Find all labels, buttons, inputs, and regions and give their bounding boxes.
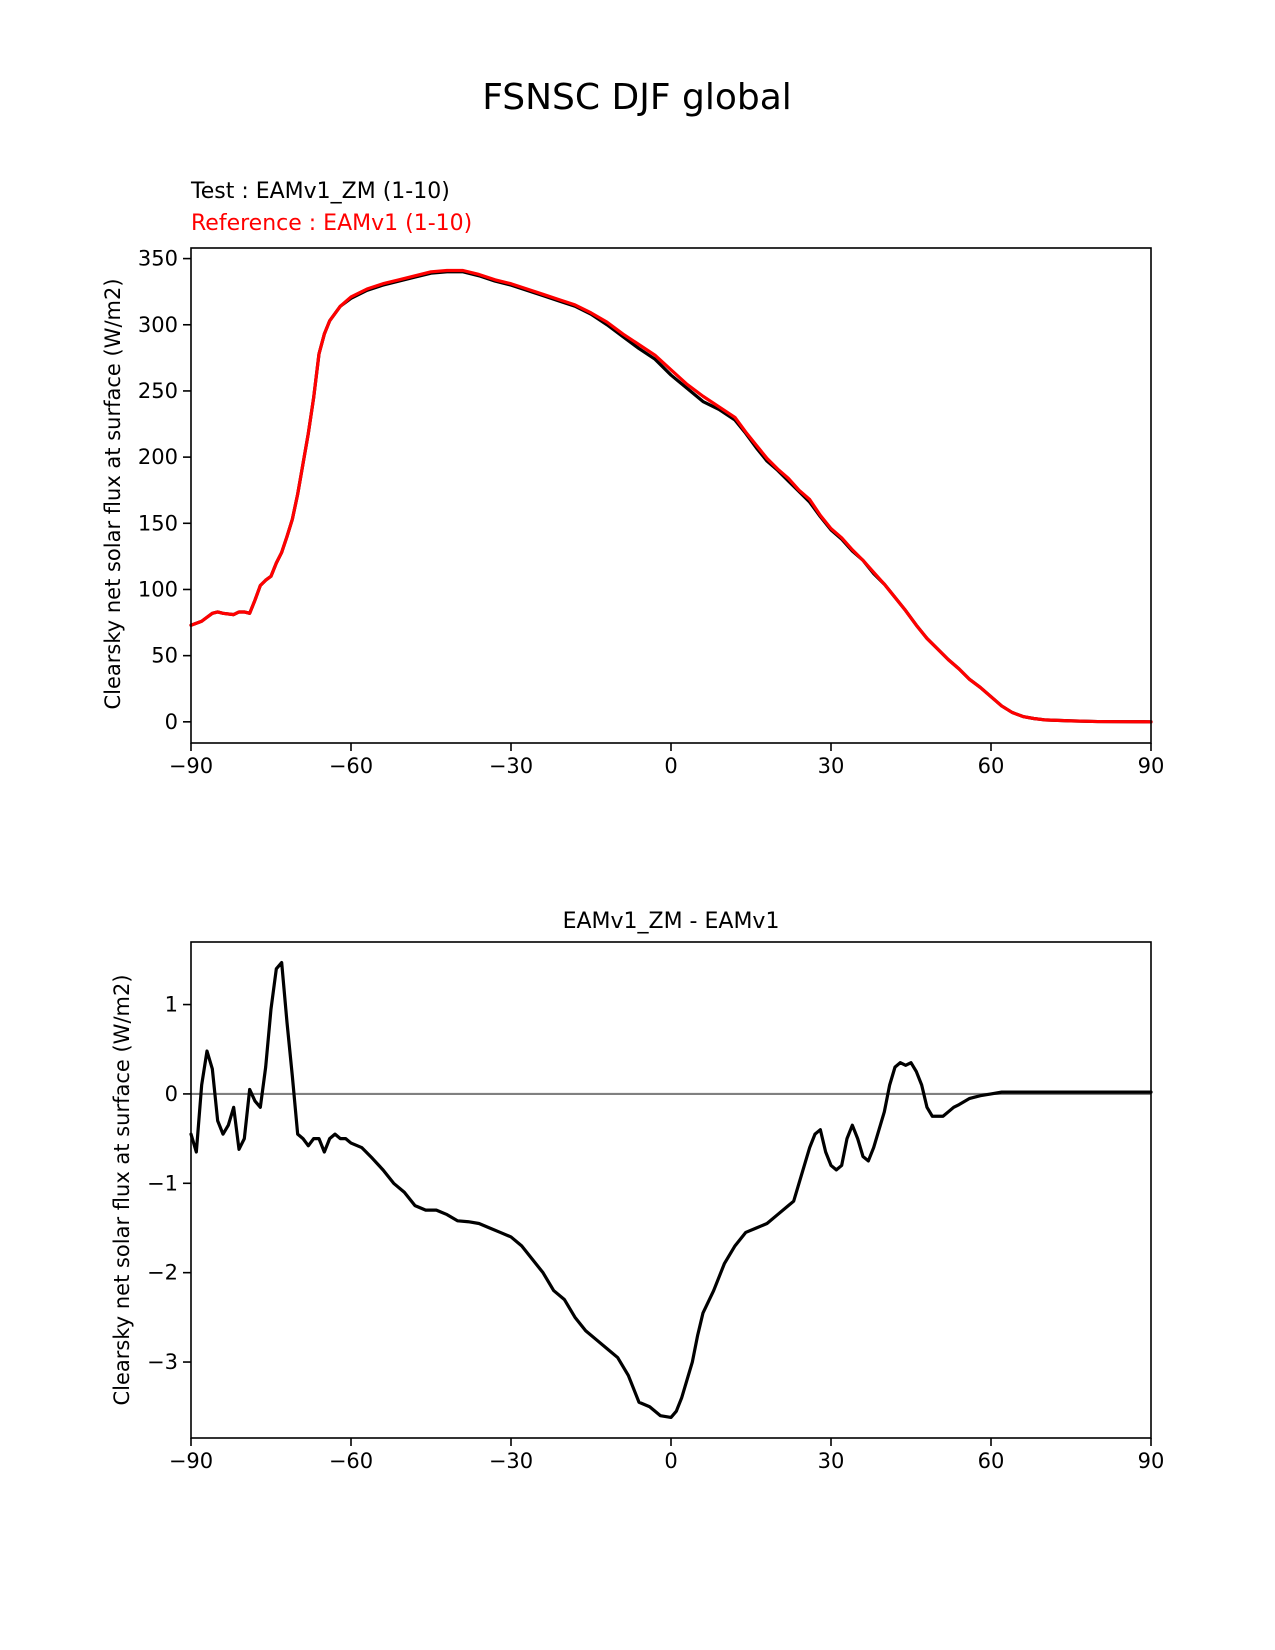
top-y-axis-label: Clearsky net solar flux at surface (W/m2… [101,278,125,709]
top-series-line-1 [189,270,1153,724]
top-y-tick-label: 250 [138,379,178,403]
top-x-tick-label: −60 [329,754,373,778]
bottom-chart: EAMv1_ZM - EAMv1 Clearsky net solar flux… [110,909,1164,1473]
top-series-lines [189,268,1153,724]
bottom-x-tick-label: 90 [1138,1449,1165,1473]
top-y-tick-label: 150 [138,511,178,535]
bottom-y-tick-label: 1 [165,993,178,1017]
top-y-tick-label: 0 [165,710,178,734]
top-x-tick-label: 0 [664,754,677,778]
top-y-tick-label: 300 [138,313,178,337]
top-x-tick-label: 30 [818,754,845,778]
bottom-axis-ticks: −90 −60 −30 0 30 60 90 −3 −2 −1 0 1 [147,993,1164,1473]
top-x-tick-label: 90 [1138,754,1165,778]
figure-title: FSNSC DJF global [482,77,792,118]
bottom-x-tick-label: −60 [329,1449,373,1473]
bottom-x-tick-label: −30 [489,1449,533,1473]
bottom-y-tick-label: 0 [165,1082,178,1106]
bottom-y-tick-label: −1 [147,1171,178,1195]
top-x-tick-label: −30 [489,754,533,778]
top-y-tick-label: 50 [151,644,178,668]
top-series-line-2 [189,268,1153,724]
bottom-y-tick-label: −2 [147,1261,178,1285]
top-x-tick-label: −90 [169,754,213,778]
bottom-x-tick-label: 60 [978,1449,1005,1473]
bottom-y-axis-label: Clearsky net solar flux at surface (W/m2… [110,974,134,1405]
top-chart: Test : EAMv1_ZM (1-10) Reference : EAMv1… [101,179,1164,778]
top-y-tick-label: 100 [138,577,178,601]
bottom-series-lines [189,960,1153,1420]
top-y-tick-label: 200 [138,445,178,469]
test-label: Test : EAMv1_ZM (1-10) [190,179,450,204]
bottom-plot-frame [190,941,1152,1439]
top-plot-frame [190,247,1152,744]
bottom-y-tick-label: −3 [147,1350,178,1374]
top-axis-ticks: −90 −60 −30 0 30 60 90 0 50 100 150 200 250 300 350 [138,247,1164,778]
top-x-tick-label: 60 [978,754,1005,778]
diff-chart-title: EAMv1_ZM - EAMv1 [563,909,780,934]
bottom-x-tick-label: 30 [818,1449,845,1473]
top-y-tick-label: 350 [138,247,178,271]
bottom-x-tick-label: −90 [169,1449,213,1473]
bottom-series-line-1 [189,960,1153,1420]
bottom-x-tick-label: 0 [664,1449,677,1473]
reference-label: Reference : EAMv1 (1-10) [191,211,472,236]
